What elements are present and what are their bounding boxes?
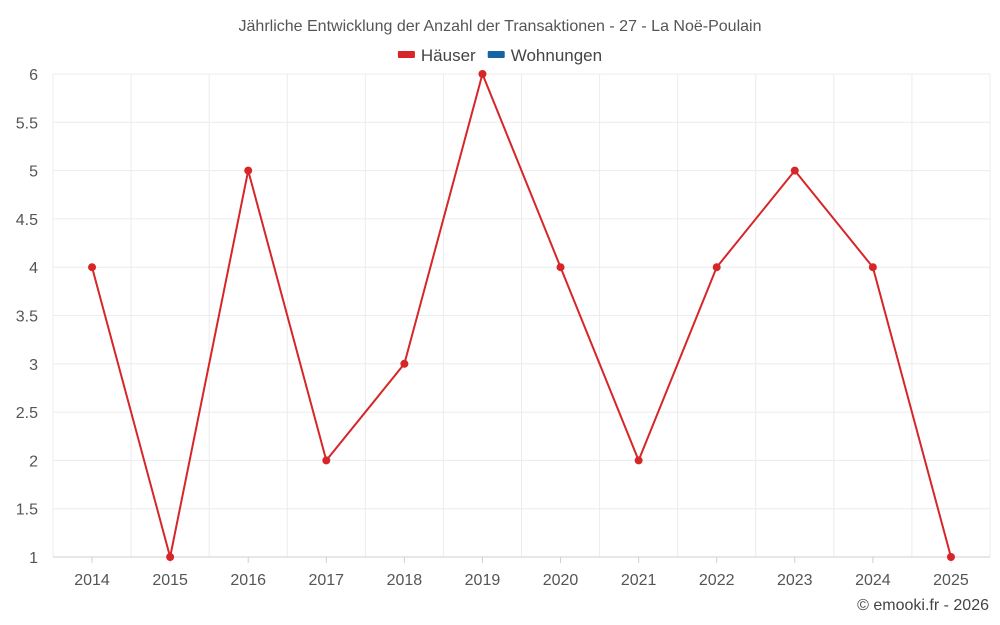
x-tick-label: 2016 bbox=[230, 572, 266, 589]
x-tick-label: 2025 bbox=[933, 572, 969, 589]
y-tick-label: 1.5 bbox=[16, 502, 38, 519]
x-tick-label: 2021 bbox=[621, 572, 657, 589]
legend-swatch bbox=[487, 51, 505, 58]
data-point bbox=[244, 166, 253, 175]
data-point bbox=[712, 263, 721, 272]
data-point bbox=[790, 166, 799, 175]
x-tick-label: 2020 bbox=[543, 572, 579, 589]
credit: © emooki.fr - 2026 bbox=[857, 597, 989, 614]
y-tick-label: 1 bbox=[29, 550, 38, 567]
legend-item: Häuser bbox=[397, 46, 476, 65]
x-tick-label: 2023 bbox=[777, 572, 813, 589]
data-point bbox=[166, 553, 175, 561]
plot-area bbox=[88, 70, 955, 561]
data-point bbox=[88, 263, 97, 272]
y-tick-label: 4.5 bbox=[16, 212, 38, 229]
y-axis: 1 1.5 2 2.5 3 3.5 4 4.5 5 5.5 6 bbox=[16, 67, 38, 567]
y-tick-label: 4 bbox=[29, 260, 38, 277]
data-point bbox=[868, 263, 877, 272]
legend-item: Wohnungen bbox=[487, 46, 602, 65]
x-tick-label: 2014 bbox=[74, 572, 110, 589]
x-tick-label: 2024 bbox=[855, 572, 891, 589]
y-tick-label: 2 bbox=[29, 453, 38, 470]
chart-title: Jährliche Entwicklung der Anzahl der Tra… bbox=[239, 18, 762, 35]
data-point bbox=[478, 70, 487, 78]
data-point bbox=[946, 553, 955, 561]
grid bbox=[52, 73, 991, 558]
data-point bbox=[634, 456, 643, 465]
y-tick-label: 2.5 bbox=[16, 405, 38, 422]
x-axis: 2014 2015 2016 2017 2018 2019 2020 2021 2022 2023… bbox=[74, 557, 969, 589]
y-tick-label: 3.5 bbox=[16, 309, 38, 326]
x-tick-label: 2019 bbox=[465, 572, 501, 589]
legend: Häuser Wohnungen bbox=[397, 46, 602, 65]
x-tick-label: 2015 bbox=[152, 572, 188, 589]
series-line-haeuser bbox=[91, 73, 952, 558]
data-point bbox=[322, 456, 331, 465]
x-tick-label: 2018 bbox=[387, 572, 423, 589]
y-tick-label: 5.5 bbox=[16, 115, 38, 132]
data-point bbox=[400, 359, 409, 368]
x-tick-label: 2022 bbox=[699, 572, 735, 589]
data-point bbox=[556, 263, 565, 272]
x-tick-label: 2017 bbox=[308, 572, 344, 589]
legend-label: Häuser bbox=[421, 46, 476, 65]
y-tick-label: 5 bbox=[29, 164, 38, 181]
y-tick-label: 6 bbox=[29, 67, 38, 84]
legend-swatch bbox=[397, 51, 415, 58]
y-tick-label: 3 bbox=[29, 357, 38, 374]
legend-label: Wohnungen bbox=[511, 46, 602, 65]
